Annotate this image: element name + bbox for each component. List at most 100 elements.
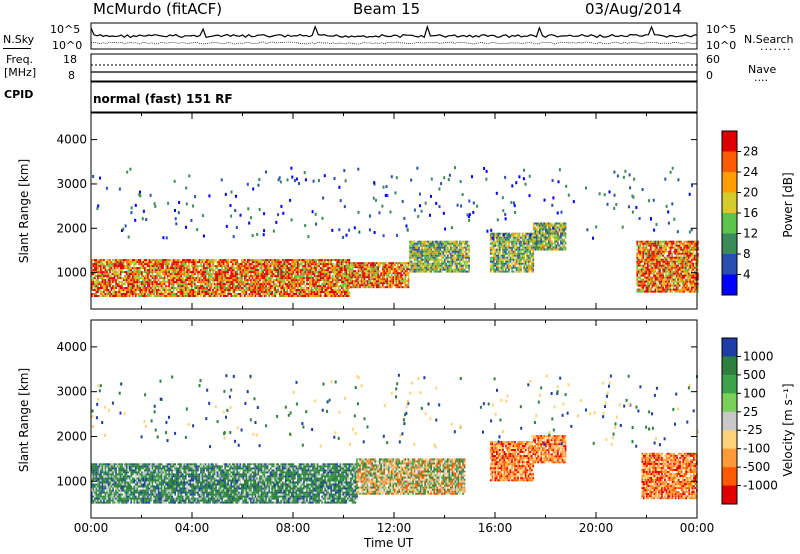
echo-cell: [189, 259, 192, 262]
echo-cell: [306, 277, 308, 280]
echo-cell: [160, 277, 163, 280]
echo-cell: [427, 262, 429, 265]
echo-cell: [268, 273, 270, 276]
echo-cell: [250, 263, 252, 266]
echo-cell: [653, 260, 655, 263]
echo-cell: [351, 264, 354, 267]
echo-cell: [301, 283, 304, 286]
echo-cell: [263, 281, 266, 284]
echo-cell: [647, 240, 649, 243]
echo-cell: [538, 246, 541, 249]
echo-cell: [324, 261, 326, 264]
echo-cell: [441, 252, 443, 255]
echo-cell: [365, 272, 367, 275]
cpid-text: normal (fast) 151 RF: [93, 92, 233, 106]
echo-cell: [465, 242, 467, 245]
echo-cell: [256, 259, 258, 262]
echo-cell: [131, 291, 134, 293]
echo-cell: [110, 267, 113, 270]
echo-cell: [537, 244, 540, 247]
echo-cell: [192, 291, 195, 293]
echo-cell: [353, 274, 355, 277]
echo-cell: [394, 264, 396, 267]
echo-cell: [263, 283, 266, 286]
echo-cell: [113, 293, 116, 295]
echo-cell: [286, 295, 289, 297]
echo-cell: [304, 293, 307, 295]
echo-cell: [430, 248, 433, 251]
echo-cell: [371, 284, 373, 287]
echo-cell: [145, 291, 148, 293]
echo-cell: [339, 295, 342, 297]
echo-cell: [131, 281, 134, 284]
echo-cell: [383, 266, 386, 269]
echo-cell: [250, 279, 252, 282]
echo-cell: [277, 265, 279, 268]
echo-cell: [100, 263, 102, 266]
echo-cell: [150, 269, 152, 272]
echo-cell: [172, 281, 175, 284]
echo-cell: [131, 289, 134, 291]
echo-cell: [319, 275, 322, 278]
echo-cell: [650, 258, 652, 261]
echo-cell: [254, 273, 257, 276]
echo-cell: [416, 252, 419, 255]
echo-cell: [163, 275, 166, 278]
echo-cell: [94, 269, 96, 272]
echo-cell: [636, 244, 639, 247]
echo-cell: [462, 268, 464, 271]
echo-cell: [119, 281, 122, 284]
echo-cell: [497, 244, 500, 247]
echo-cell: [353, 280, 355, 283]
echo-cell: [529, 258, 531, 261]
echo-cell: [115, 273, 117, 276]
echo-cell: [100, 265, 102, 268]
echo-cell: [650, 278, 652, 281]
echo-cell: [134, 259, 137, 262]
echo-cell: [456, 270, 458, 273]
echo-cell: [645, 288, 648, 291]
echo-cell: [225, 283, 228, 286]
echo-cell: [383, 276, 386, 279]
echo-cell: [101, 293, 104, 295]
echo-cell: [116, 293, 119, 295]
echo-cell: [289, 285, 292, 288]
echo-cell: [418, 250, 420, 253]
echo-cell: [206, 281, 208, 284]
echo-cell: [242, 289, 245, 291]
echo-cell: [101, 263, 104, 266]
echo-cell: [331, 285, 334, 288]
echo-cell: [281, 263, 284, 266]
echo-cell: [554, 224, 556, 227]
echo-cell: [119, 293, 122, 295]
echo-cell: [493, 262, 495, 265]
echo-cell: [389, 280, 392, 283]
echo-cell: [318, 287, 320, 289]
echo-cell: [92, 273, 95, 276]
echo-cell: [166, 277, 169, 280]
echo-cell: [210, 273, 213, 276]
echo-cell: [444, 242, 446, 245]
echo-cell: [377, 282, 379, 285]
echo-cell: [281, 281, 284, 284]
echo-cell: [234, 261, 237, 264]
echo-cell: [200, 269, 202, 272]
echo-cell: [561, 234, 564, 237]
echo-cell: [206, 277, 208, 280]
echo-cell: [281, 283, 284, 286]
echo-cell: [499, 248, 501, 251]
echo-cell: [168, 261, 170, 264]
echo-cell: [178, 295, 181, 297]
echo-cell: [139, 277, 142, 280]
echo-cell: [564, 240, 567, 243]
echo-cell: [260, 289, 263, 291]
echo-cell: [203, 271, 205, 274]
echo-cell: [184, 295, 187, 297]
echo-cell: [250, 295, 252, 297]
echo-cell: [138, 285, 140, 288]
echo-cell: [518, 262, 521, 265]
echo-cell: [128, 295, 131, 297]
echo-cell: [312, 279, 314, 282]
echo-cell: [98, 287, 101, 289]
echo-cell: [101, 283, 104, 286]
